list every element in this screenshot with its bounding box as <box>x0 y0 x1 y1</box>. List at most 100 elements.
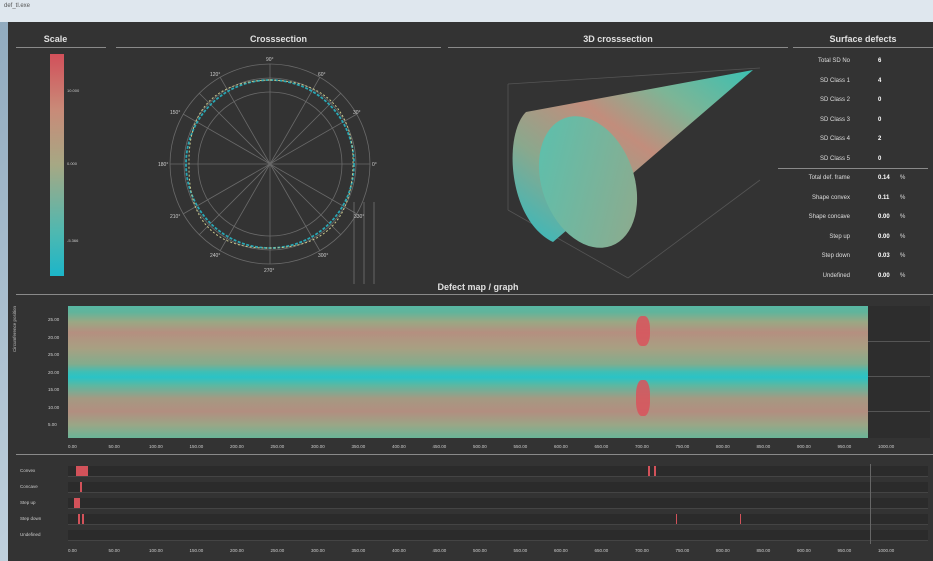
surface-defect-label: SD Class 1 <box>819 77 850 84</box>
defect-map-header-line <box>16 294 933 295</box>
scale-tick-top: 10.000 <box>67 88 80 93</box>
map-ytick: 15.00 <box>48 387 60 392</box>
graph-xtick: 200.00 <box>230 548 244 553</box>
map-xtick: 650.00 <box>594 444 609 449</box>
polar-label-210: 210° <box>170 214 180 220</box>
surface-defect-value: 0.00 <box>878 214 890 220</box>
polar-label-270: 270° <box>264 268 274 274</box>
graph-xtick: 50.00 <box>108 548 120 553</box>
graph-row-label: Convex <box>20 468 36 473</box>
defect-mark <box>648 466 650 476</box>
graph-row-label: Step down <box>20 516 42 521</box>
polar-label-330: 330° <box>354 214 364 220</box>
defect-map-header: Defect map / graph <box>437 282 519 292</box>
map-ytick: 20.00 <box>48 370 60 375</box>
map-xtick: 200.00 <box>230 444 244 449</box>
surface-defect-unit: % <box>900 194 906 201</box>
surface-defect-value: 0 <box>878 97 882 103</box>
map-xtick: 350.00 <box>351 444 366 449</box>
app-window: Scale Crosssection 3D crosssection Surfa… <box>8 22 933 561</box>
defect-mark <box>82 514 84 524</box>
cross3d-header: 3D crosssection <box>583 34 653 44</box>
surface-defect-value: 0.00 <box>878 233 890 240</box>
graph-xtick: 500.00 <box>473 548 487 553</box>
map-xtick: 150.00 <box>189 444 204 449</box>
crosssection-polar-plot: 90° 60° 30° 0° 330° 300° 270° 240° 210° … <box>158 57 377 284</box>
graph-xtick: 100.00 <box>149 548 163 553</box>
scale-header-line <box>16 47 106 48</box>
graph-row-track <box>68 498 928 509</box>
defect-mark <box>80 482 82 492</box>
scale-tick-bottom: -5.366 <box>67 238 79 243</box>
surface-defects-header-line <box>793 47 933 48</box>
polar-label-120: 120° <box>210 72 220 78</box>
graph-xtick: 300.00 <box>311 548 325 553</box>
graph-xtick: 250.00 <box>270 548 285 553</box>
map-ytick: 10.00 <box>48 405 60 410</box>
crosssection-header-line <box>116 47 441 48</box>
crosssection-header: Crosssection <box>249 34 308 44</box>
graph-xtick: 450.00 <box>432 548 447 553</box>
map-xtick: 850.00 <box>756 444 771 449</box>
surface-defect-value: 0.00 <box>878 272 890 279</box>
map-y-axis-label: Circumference position <box>12 305 17 352</box>
surface-defect-label: Undefined <box>822 272 850 279</box>
defect-mark <box>74 498 80 508</box>
surface-defect-value: 4 <box>878 77 882 84</box>
surface-defect-label: SD Class 4 <box>819 136 850 142</box>
polar-label-180: 180° <box>158 162 168 168</box>
surface-defect-label: Shape concave <box>808 214 850 220</box>
map-xtick: 1000.00 <box>878 444 895 449</box>
map-xtick: 900.00 <box>797 444 811 449</box>
map-xtick: 600.00 <box>554 444 568 449</box>
map-xtick: 750.00 <box>675 444 690 449</box>
scale-tick-mid: 0.000 <box>67 161 78 166</box>
map-xtick: 950.00 <box>837 444 852 449</box>
surface-defect-value: 0.11 <box>878 194 890 201</box>
window-title: def_tl.exe <box>4 3 31 9</box>
defect-mark <box>78 514 80 524</box>
polar-label-150: 150° <box>170 110 180 116</box>
map-xtick: 450.00 <box>432 444 447 449</box>
graph-xtick: 800.00 <box>716 548 730 553</box>
defect-blob-upper <box>636 316 650 346</box>
graph-row-label: Undefined <box>20 532 41 537</box>
surface-defects-table: Total SD No 6 SD Class 1 4 SD Class 2 0 SD Cla… <box>778 52 933 302</box>
graph-xtick: 400.00 <box>392 548 406 553</box>
graph-xtick: 350.00 <box>351 548 366 553</box>
surface-defect-unit: % <box>900 214 906 220</box>
graph-xtick: 900.00 <box>797 548 811 553</box>
heatmap-blank-area <box>868 306 930 438</box>
defect-mark <box>676 514 677 524</box>
graph-xtick: 700.00 <box>635 548 649 553</box>
graph-xtick: 650.00 <box>594 548 609 553</box>
polar-label-30: 30° <box>353 110 361 116</box>
graph-row-track <box>68 466 928 477</box>
graph-xtick: 550.00 <box>513 548 528 553</box>
surface-defect-label: Step up <box>829 233 850 240</box>
surface-defect-value: 0.14 <box>878 175 890 181</box>
defect-mark <box>76 466 88 476</box>
defect-mark <box>740 514 741 524</box>
map-xtick: 0.00 <box>68 444 77 449</box>
graph-row-track <box>68 530 928 541</box>
surface-defect-label: SD Class 3 <box>819 116 850 123</box>
surface-defect-label: SD Class 2 <box>819 97 850 103</box>
map-xtick: 500.00 <box>473 444 487 449</box>
graph-row-track <box>68 482 928 493</box>
graph-xtick: 600.00 <box>554 548 568 553</box>
surface-defect-unit: % <box>900 175 906 181</box>
surface-defect-unit: % <box>900 233 906 240</box>
surface-defect-value: 0.03 <box>878 253 890 259</box>
window-titlebar: def_tl.exe <box>0 0 933 22</box>
graph-xtick: 1000.00 <box>878 548 895 553</box>
graph-end-marker <box>870 464 871 544</box>
surface-defect-unit: % <box>900 272 906 279</box>
map-xtick: 100.00 <box>149 444 163 449</box>
map-xtick: 700.00 <box>635 444 649 449</box>
surface-defect-value: 6 <box>878 58 882 64</box>
map-ytick: 20.00 <box>48 335 60 340</box>
map-xtick: 800.00 <box>716 444 730 449</box>
map-xtick: 300.00 <box>311 444 325 449</box>
surface-defects-header: Surface defects <box>829 34 897 44</box>
